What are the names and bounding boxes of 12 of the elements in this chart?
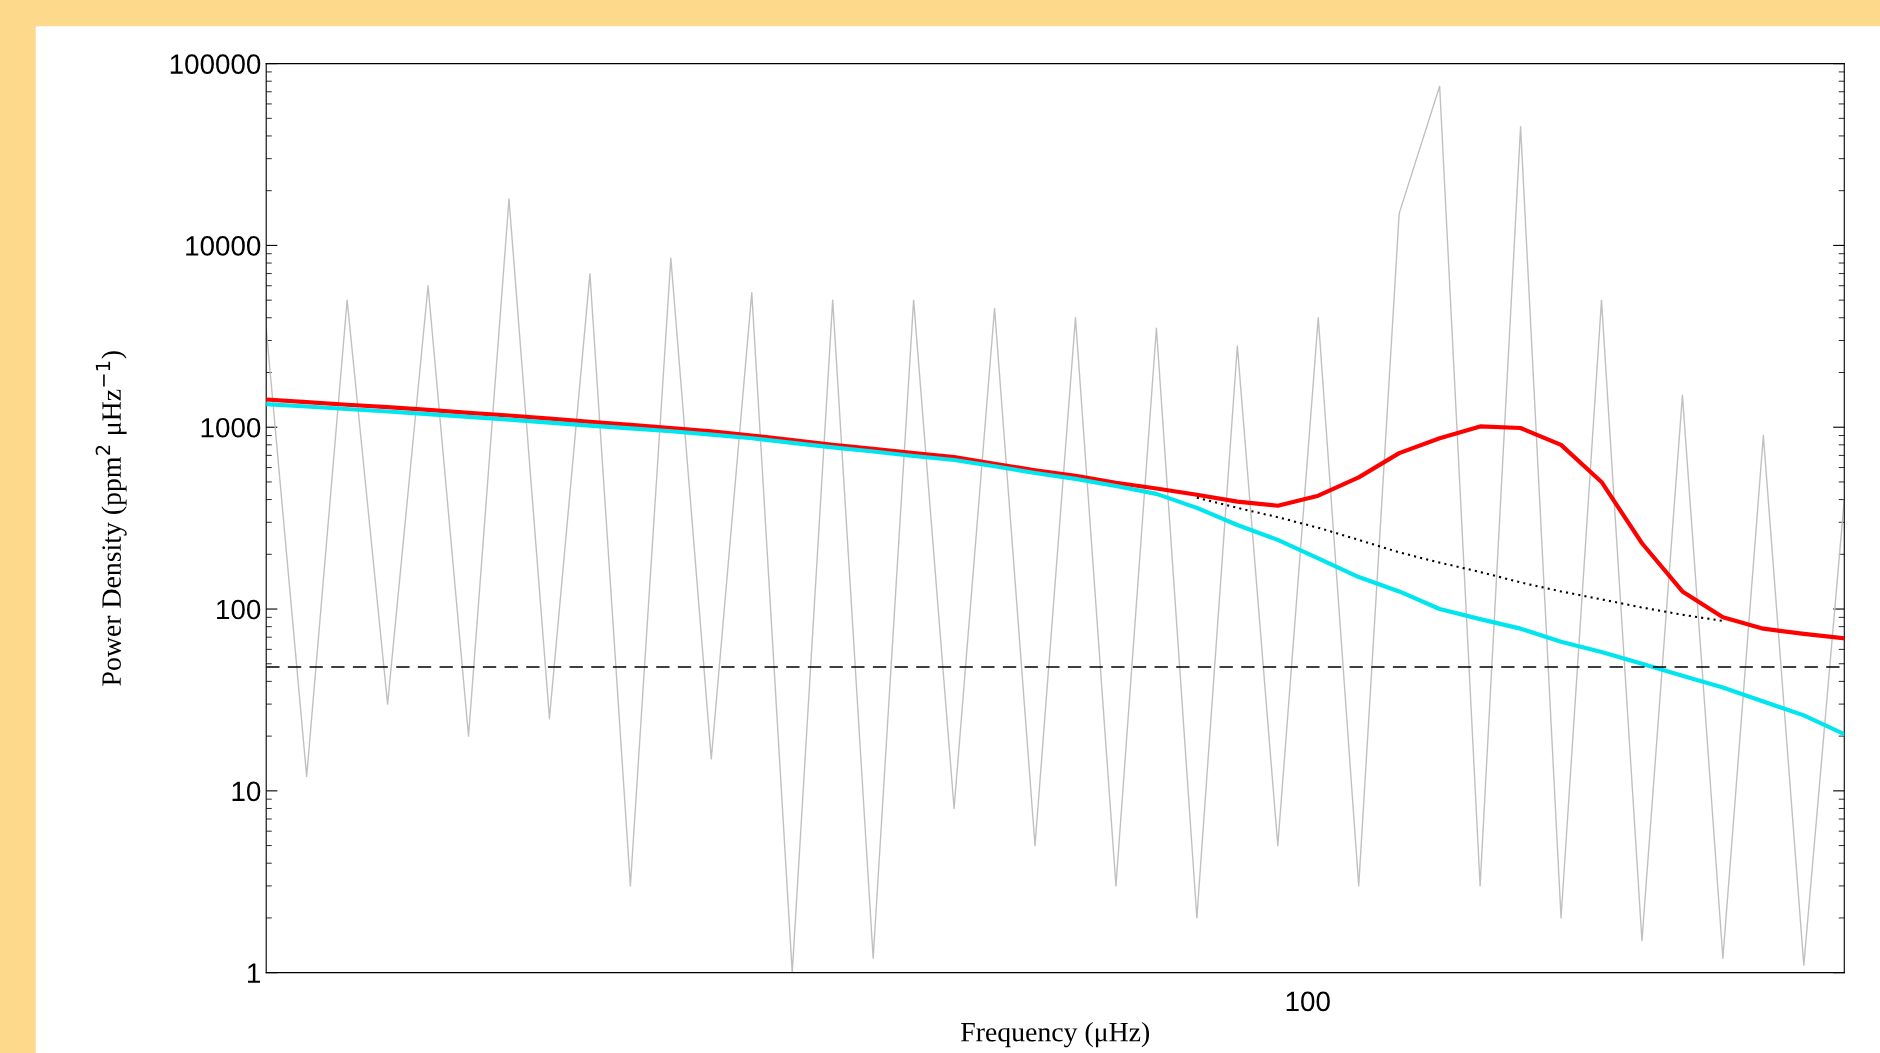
- y-tick-label: 10: [232, 781, 261, 802]
- y-tick-label: 1000: [201, 417, 261, 438]
- y-tick-label: 100: [217, 599, 261, 620]
- line-series: [1195, 496, 1724, 622]
- y-tick-label: 100000: [170, 54, 261, 74]
- line-series: [266, 397, 1845, 641]
- y-tick-label: 10000: [186, 236, 261, 256]
- line-series: [266, 402, 1845, 737]
- text: 100: [1286, 991, 1330, 1012]
- y-axis-title: Power Density (ppm$^{2}$ μHz$^{−1}$): [95, 351, 127, 686]
- y-tick-label: 1: [248, 963, 260, 983]
- x-axis-title: Frequency (μHz): [961, 1021, 1150, 1048]
